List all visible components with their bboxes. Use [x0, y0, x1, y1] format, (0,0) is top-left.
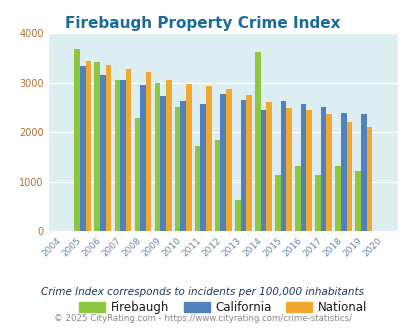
Bar [366, 127, 371, 231]
Bar [226, 89, 231, 231]
Bar [140, 85, 145, 231]
Bar [105, 65, 111, 231]
Bar [185, 84, 191, 231]
Bar [180, 101, 185, 231]
Bar [306, 110, 311, 231]
Bar [286, 108, 291, 231]
Text: Firebaugh Property Crime Index: Firebaugh Property Crime Index [65, 16, 340, 31]
Bar [94, 62, 100, 231]
Bar [266, 102, 271, 231]
Text: Crime Index corresponds to incidents per 100,000 inhabitants: Crime Index corresponds to incidents per… [41, 287, 364, 297]
Bar [320, 107, 326, 231]
Bar [145, 72, 151, 231]
Bar [220, 94, 226, 231]
Bar [300, 104, 306, 231]
Bar [120, 80, 126, 231]
Bar [214, 140, 220, 231]
Bar [340, 113, 345, 231]
Bar [245, 95, 251, 231]
Bar [240, 100, 245, 231]
Bar [85, 61, 91, 231]
Bar [260, 110, 266, 231]
Bar [174, 107, 180, 231]
Bar [74, 50, 80, 231]
Bar [194, 146, 200, 231]
Bar [160, 96, 166, 231]
Bar [134, 118, 140, 231]
Bar [335, 166, 340, 231]
Bar [100, 75, 105, 231]
Bar [126, 69, 131, 231]
Bar [205, 86, 211, 231]
Bar [345, 122, 351, 231]
Bar [254, 52, 260, 231]
Bar [114, 80, 120, 231]
Bar [166, 80, 171, 231]
Bar [294, 166, 300, 231]
Bar [326, 114, 331, 231]
Text: © 2025 CityRating.com - https://www.cityrating.com/crime-statistics/: © 2025 CityRating.com - https://www.city… [54, 314, 351, 323]
Bar [200, 104, 205, 231]
Bar [354, 171, 360, 231]
Bar [314, 175, 320, 231]
Bar [275, 175, 280, 231]
Bar [234, 200, 240, 231]
Legend: Firebaugh, California, National: Firebaugh, California, National [75, 296, 371, 319]
Bar [280, 101, 286, 231]
Bar [80, 66, 85, 231]
Bar [360, 114, 366, 231]
Bar [154, 82, 160, 231]
